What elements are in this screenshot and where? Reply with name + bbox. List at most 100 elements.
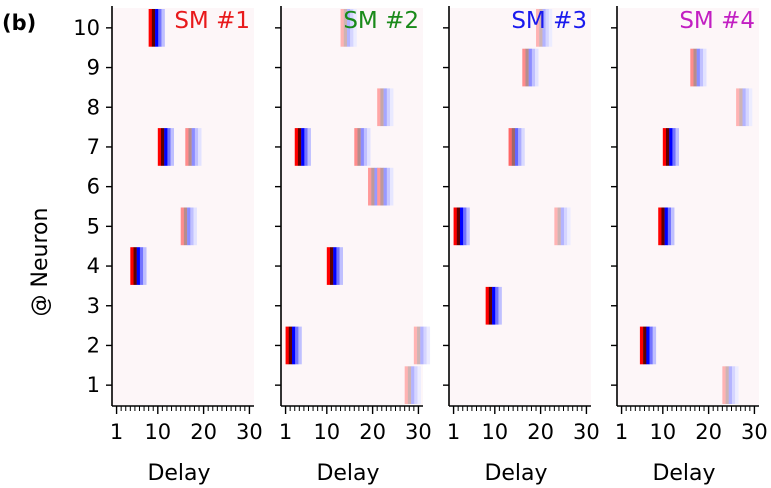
pattern-cell [542,9,546,47]
pattern-cell [567,207,571,246]
panel-sm-4: 1 10 20 30 Delay SM #4 [611,6,768,486]
pattern-cell [539,9,543,47]
x-tick-label: 30 [573,420,600,444]
pattern-cell [545,9,550,47]
pattern-cell [563,207,568,246]
pattern-cell [522,48,526,87]
pattern-cell [735,366,739,404]
pattern-cell [414,366,418,404]
pattern-cell [485,286,490,325]
pattern-cell [191,128,196,166]
pattern-cell [528,48,533,87]
pattern-block [662,128,680,166]
pattern-block [326,247,344,285]
x-tick-label: 20 [527,420,554,444]
pattern-cell [413,326,418,365]
pattern-cell [340,9,344,47]
pattern-cell [669,128,673,166]
panel-background [112,8,254,405]
pattern-cell [285,326,289,365]
pattern-block [413,326,431,365]
pattern-cell [188,128,192,166]
pattern-block [377,88,394,127]
pattern-cell [386,167,391,206]
pattern-cell [548,9,553,47]
pattern-cell [672,128,676,166]
pattern-cell [185,128,189,166]
pattern-cell [183,207,188,246]
pattern-block [536,9,553,47]
pattern-cell [748,88,753,127]
pattern-cell [155,9,159,47]
x-tick-label: 20 [190,420,217,444]
pattern-cell [194,128,199,166]
panel-background [617,8,759,405]
y-tick-label: 8 [87,95,100,119]
panel-label: (b) [2,11,36,35]
pattern-cell [330,247,334,285]
pattern-cell [193,207,197,246]
pattern-cell [151,9,156,47]
pattern-block [722,366,739,404]
y-tick-label: 2 [87,333,100,357]
pattern-cell [389,167,394,206]
x-axis-label: Delay [652,461,715,486]
pattern-cell [198,128,202,166]
pattern-cell [363,128,368,166]
pattern-cell [354,128,358,166]
pattern-cell [466,207,470,246]
pattern-block [185,128,202,166]
pattern-block [377,167,394,206]
y-tick-label: 6 [87,175,100,199]
pattern-cell [514,128,519,166]
pattern-cell [411,366,415,404]
x-tick-label: 1 [447,420,460,444]
pattern-cell [139,247,144,285]
pattern-block [285,326,302,365]
pattern-cell [667,207,672,246]
y-tick-label: 3 [87,294,100,318]
pattern-cell [426,326,431,365]
pattern-block [453,207,470,246]
pattern-cell [295,326,299,365]
pattern-block [639,326,657,365]
pattern-cell [535,48,539,87]
pattern-cell [167,128,171,166]
pattern-cell [294,128,299,166]
pattern-block [522,48,539,87]
panel-title: SM #1 [174,8,250,34]
pattern-cell [671,207,675,246]
pattern-cell [652,326,657,365]
pattern-cell [722,366,726,404]
pattern-block [404,366,421,404]
pattern-cell [164,128,168,166]
x-tick-label: 10 [313,420,340,444]
pattern-cell [728,366,733,404]
pattern-cell [157,128,162,166]
x-tick-label: 20 [359,420,386,444]
pattern-cell [511,128,516,166]
pattern-cell [291,326,296,365]
pattern-cell [170,128,175,166]
y-tick-label: 1 [87,373,100,397]
pattern-cell [456,207,461,246]
pattern-cell [463,207,467,246]
pattern-cell [190,207,194,246]
pattern-cell [725,366,729,404]
pattern-cell [531,48,536,87]
pattern-block [736,88,753,127]
panels-group: 1 2 3 4 5 6 7 8 9 10 1 10 20 30 Delay SM #1 1 10 20 30 Delay… [73,6,768,486]
pattern-cell [148,9,153,47]
pattern-cell [696,48,701,87]
pattern-cell [136,247,141,285]
y-tick-label: 5 [87,214,100,238]
pattern-cell [346,9,351,47]
pattern-cell [161,9,165,47]
pattern-cell [371,167,375,206]
pattern-cell [187,207,191,246]
pattern-cell [643,326,647,365]
pattern-cell [307,128,311,166]
pattern-cell [367,128,371,166]
pattern-cell [380,88,384,127]
pattern-cell [304,128,308,166]
